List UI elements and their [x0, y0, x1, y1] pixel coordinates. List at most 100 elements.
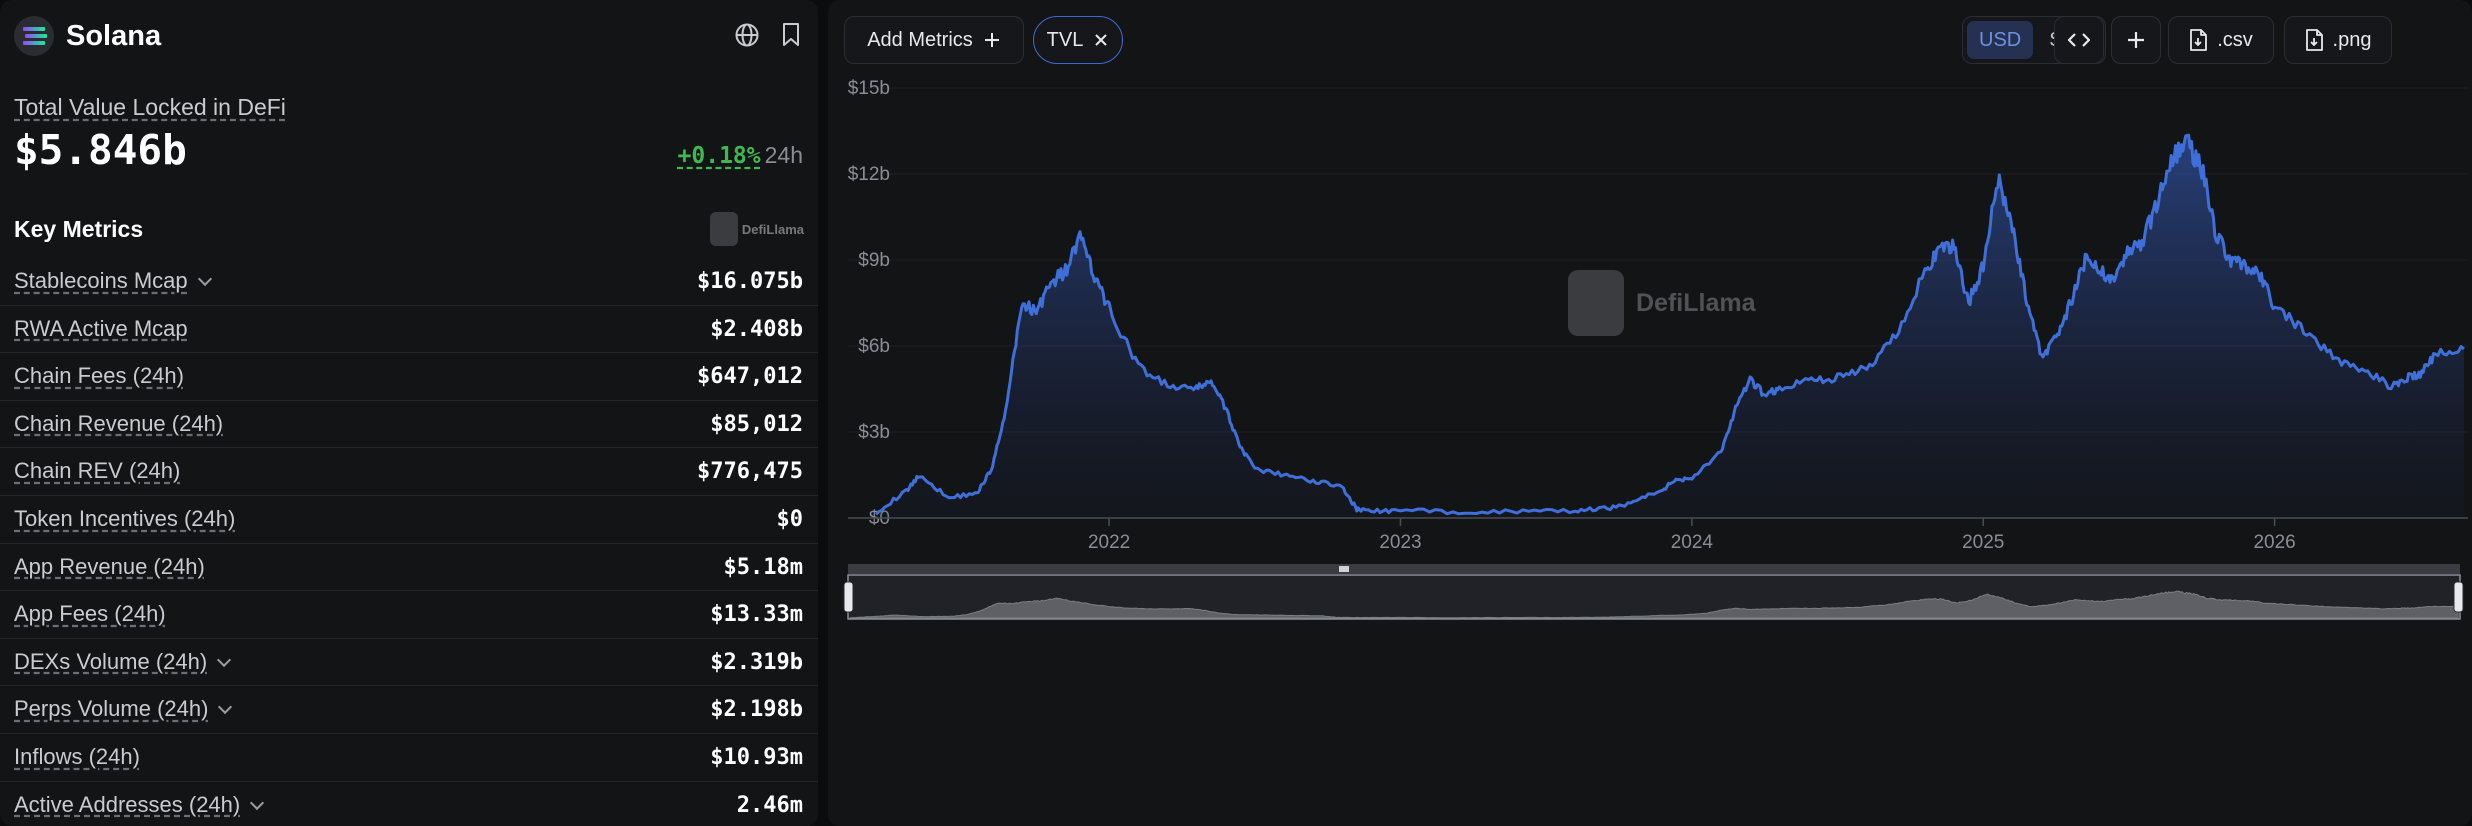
- metric-value: $13.33m: [710, 602, 803, 628]
- defillama-watermark: DefiLlama: [1568, 270, 1755, 336]
- metric-label[interactable]: Inflows (24h): [14, 744, 140, 770]
- add-chart-button[interactable]: [2111, 16, 2161, 64]
- chevron-down-icon[interactable]: [218, 700, 233, 715]
- embed-button[interactable]: [2054, 16, 2104, 64]
- metric-row: Perps Volume (24h) $2.198b: [0, 686, 818, 734]
- chart-panel: Add Metrics TVL USD SOL .csv .png: [828, 0, 2472, 826]
- metric-value: $85,012: [710, 411, 803, 437]
- brush-drag-bar[interactable]: [848, 564, 2460, 574]
- globe-icon[interactable]: [732, 20, 762, 50]
- chevron-down-icon[interactable]: [217, 652, 232, 667]
- metric-value: $2.408b: [710, 316, 803, 342]
- metric-label[interactable]: Chain REV (24h): [14, 458, 180, 484]
- metric-label[interactable]: App Fees (24h): [14, 601, 166, 627]
- metric-value: $16.075b: [697, 269, 803, 294]
- chevron-down-icon[interactable]: [197, 271, 212, 287]
- metric-label[interactable]: Chain Fees (24h): [14, 363, 184, 389]
- metric-value: $647,012: [697, 364, 803, 390]
- metric-label[interactable]: Active Addresses (24h): [14, 791, 265, 818]
- metric-label-text: DEXs Volume (24h): [14, 648, 208, 674]
- metric-label[interactable]: DEXs Volume (24h): [14, 648, 232, 675]
- tvl-series-area: [876, 135, 2464, 518]
- metric-row: Inflows (24h) $10.93m: [0, 734, 818, 782]
- close-icon[interactable]: [1093, 32, 1109, 48]
- metric-label-text: Chain REV (24h): [14, 458, 181, 484]
- tvl-change: +0.18% 24h: [678, 142, 803, 169]
- file-download-icon: [2190, 29, 2208, 51]
- metric-label[interactable]: Token Incentives (24h): [14, 506, 235, 532]
- brush-preview-area: [849, 590, 2459, 619]
- metric-row: Token Incentives (24h) $0: [0, 496, 818, 544]
- metric-label-text: Token Incentives (24h): [14, 505, 236, 531]
- metric-label-text: Active Addresses (24h): [14, 791, 241, 817]
- y-tick-label: $15b: [848, 78, 890, 99]
- x-tick-label: 2023: [1379, 532, 1421, 553]
- y-axis: $0$3b$6b$9b$12b$15b: [848, 78, 890, 529]
- y-tick-label: $9b: [858, 250, 890, 271]
- x-tick-label: 2022: [1088, 532, 1130, 553]
- metric-row: Active Addresses (24h) 2.46m: [0, 782, 818, 826]
- metric-label[interactable]: Perps Volume (24h): [14, 696, 233, 722]
- download-png-button[interactable]: .png: [2284, 16, 2392, 64]
- metric-row: App Revenue (24h) $5.18m: [0, 544, 818, 592]
- y-tick-label: $6b: [858, 336, 890, 357]
- currency-option-usd[interactable]: USD: [1967, 21, 2034, 59]
- y-tick-label: $12b: [848, 164, 890, 185]
- metric-value: $5.18m: [723, 554, 803, 580]
- metric-row: Stablecoins Mcap $16.075b: [0, 258, 818, 306]
- defillama-brand-text: DefiLlama: [741, 221, 804, 237]
- metric-label-text: Chain Revenue (24h): [14, 410, 224, 436]
- range-brush[interactable]: [843, 564, 2464, 620]
- tvl-change-percent[interactable]: +0.18%: [677, 143, 761, 169]
- chevron-down-icon[interactable]: [250, 795, 265, 810]
- brush-handle-right[interactable]: [2453, 581, 2464, 613]
- metric-label-text: Chain Fees (24h): [14, 363, 184, 389]
- metric-label-text: Perps Volume (24h): [14, 696, 209, 722]
- metric-row: Chain REV (24h) $776,475: [0, 448, 818, 496]
- add-metrics-label: Add Metrics: [867, 28, 973, 51]
- key-metrics-title: Key Metrics: [14, 216, 144, 242]
- csv-label: .csv: [2217, 28, 2253, 51]
- chain-header: Solana: [14, 14, 804, 56]
- metric-value: $776,475: [697, 459, 803, 485]
- key-metrics-list: Stablecoins Mcap $16.075b RWA Active Mcap $…: [0, 258, 818, 826]
- metric-label-text: App Revenue (24h): [14, 553, 205, 579]
- tvl-series-line: [874, 133, 2465, 516]
- metric-label-text: Stablecoins Mcap: [14, 268, 188, 293]
- y-tick-label: $3b: [858, 422, 890, 443]
- tvl-chip-label: TVL: [1046, 28, 1084, 51]
- metric-value: $2.319b: [710, 649, 803, 675]
- metric-label-text: App Fees (24h): [14, 601, 166, 627]
- brush-handle-left[interactable]: [843, 581, 854, 613]
- metric-value: $10.93m: [710, 744, 803, 770]
- tvl-value: $5.846b: [14, 126, 187, 174]
- metric-row: Chain Fees (24h) $647,012: [0, 353, 818, 401]
- metric-label[interactable]: RWA Active Mcap: [14, 316, 188, 342]
- metric-label[interactable]: Chain Revenue (24h): [14, 411, 223, 437]
- metric-label-text: Inflows (24h): [14, 743, 140, 769]
- metric-label[interactable]: Stablecoins Mcap: [14, 268, 212, 294]
- tvl-chip[interactable]: TVL: [1033, 16, 1123, 64]
- tvl-label[interactable]: Total Value Locked in DeFi: [14, 94, 286, 120]
- add-metrics-button[interactable]: Add Metrics: [844, 16, 1024, 64]
- code-icon: [2067, 33, 2091, 47]
- chain-name: Solana: [66, 20, 162, 52]
- plus-icon: [984, 33, 999, 47]
- png-label: .png: [2332, 28, 2372, 51]
- metric-row: Chain Revenue (24h) $85,012: [0, 401, 818, 449]
- x-axis: 2022 2023 2024 2025 2026: [1088, 518, 2296, 553]
- metric-label[interactable]: App Revenue (24h): [14, 554, 205, 580]
- bookmark-icon[interactable]: [776, 20, 806, 50]
- tvl-change-period: 24h: [764, 142, 803, 168]
- metric-value: $2.198b: [710, 697, 803, 723]
- brush-grip-icon: [1339, 566, 1349, 572]
- defillama-brand: DefiLlama: [709, 212, 804, 246]
- chain-overview-panel: Solana Total Value Locked in DeFi $5.846…: [0, 0, 818, 826]
- metric-value: $0: [776, 506, 804, 532]
- metric-value: 2.46m: [736, 792, 803, 818]
- plus-icon: [2128, 32, 2144, 48]
- file-download-icon: [2305, 29, 2323, 51]
- download-csv-button[interactable]: .csv: [2168, 16, 2274, 64]
- metric-label-text: RWA Active Mcap: [14, 315, 188, 341]
